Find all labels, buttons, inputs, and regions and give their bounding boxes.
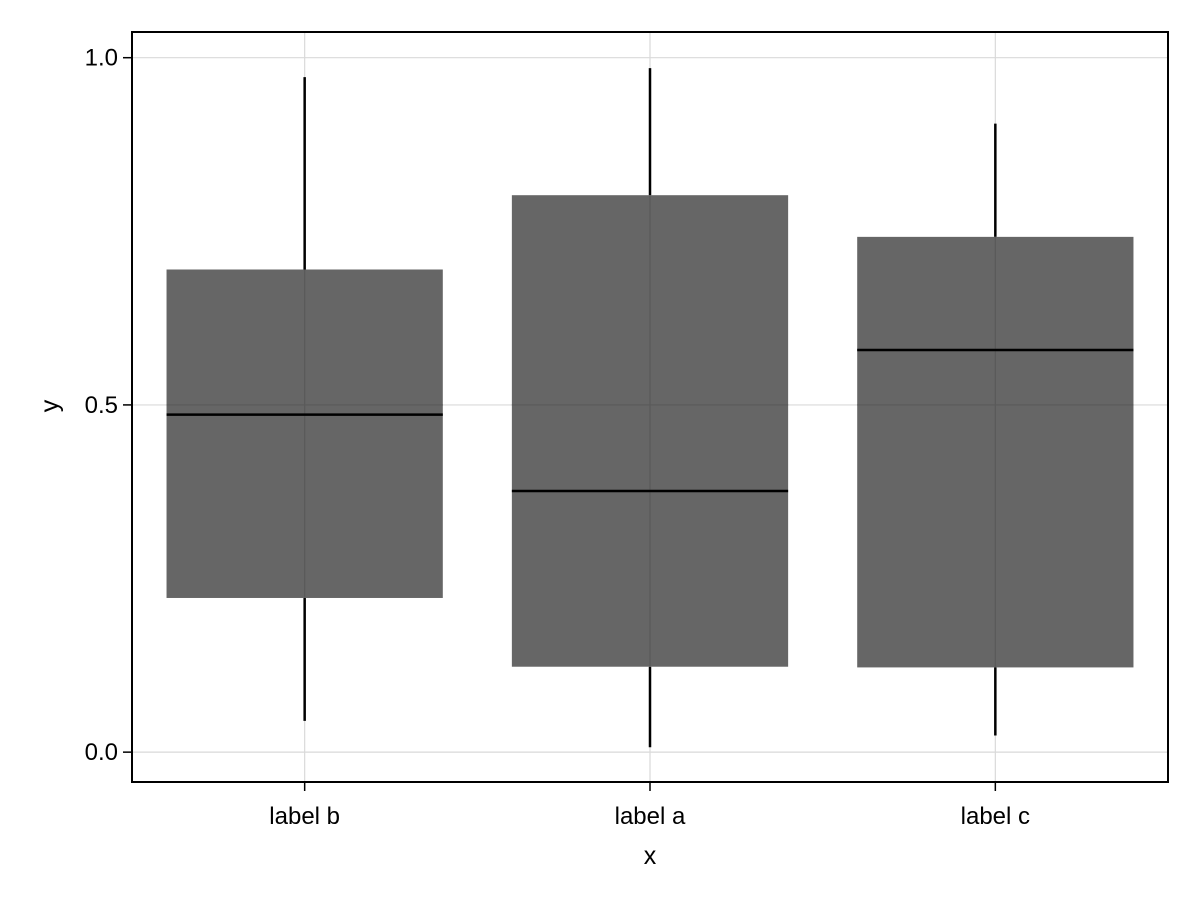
y-tick-label: 0.0 [85, 739, 118, 766]
y-axis-label: y [36, 399, 64, 412]
boxes [166, 68, 1134, 748]
y-tick-label: 0.5 [85, 392, 118, 419]
x-axis-label: x [644, 842, 657, 870]
ticks: label b label a label c 0.0 0.5 1.0 [85, 45, 1030, 830]
x-tick-label: label c [961, 803, 1030, 830]
x-tick-label: label a [615, 803, 686, 830]
box-group [166, 77, 443, 721]
box-group [511, 68, 789, 748]
x-tick-label: label b [269, 803, 340, 830]
y-tick-label: 1.0 [85, 45, 118, 72]
box-group [857, 123, 1134, 736]
